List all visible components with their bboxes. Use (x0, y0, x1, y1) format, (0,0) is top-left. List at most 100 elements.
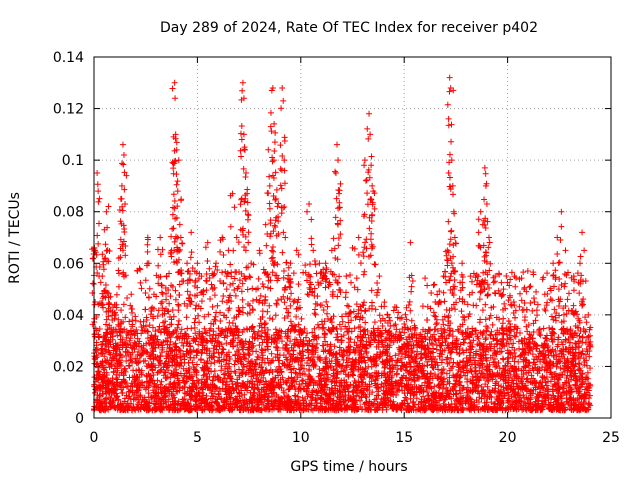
data-point (235, 398, 242, 405)
data-point (238, 403, 245, 410)
data-point (257, 364, 264, 371)
data-point (576, 361, 583, 368)
data-point (408, 317, 415, 324)
data-point (410, 391, 417, 398)
data-point (189, 406, 196, 413)
data-point (265, 397, 272, 404)
data-point (157, 367, 164, 374)
data-point (317, 400, 324, 407)
data-point (553, 380, 560, 387)
data-point (237, 339, 244, 346)
data-point (229, 330, 236, 337)
data-point (175, 321, 182, 328)
data-point (456, 359, 463, 366)
data-point (455, 328, 462, 335)
data-point (549, 346, 556, 353)
data-point (435, 337, 442, 344)
data-point (208, 354, 215, 361)
data-point (542, 354, 549, 361)
data-point (579, 378, 586, 385)
data-point (486, 368, 493, 375)
data-point (264, 355, 271, 362)
data-point (474, 333, 481, 340)
data-point (203, 271, 210, 278)
data-point (165, 396, 172, 403)
data-point (428, 355, 435, 362)
data-point (105, 347, 112, 354)
data-point (173, 334, 180, 341)
data-point (298, 355, 305, 362)
data-point (196, 390, 203, 397)
data-point (147, 377, 154, 384)
data-point (162, 392, 169, 399)
data-point (125, 388, 132, 395)
data-point (134, 374, 141, 381)
data-point (379, 322, 386, 329)
data-point (123, 352, 130, 359)
data-point (285, 272, 292, 279)
data-point (216, 354, 223, 361)
data-point (392, 362, 399, 369)
data-point (140, 345, 147, 352)
data-point (97, 387, 104, 394)
data-point (171, 406, 178, 413)
data-point (189, 388, 196, 395)
data-point (131, 405, 138, 412)
data-point (530, 271, 537, 278)
data-point (366, 391, 373, 398)
data-point (187, 354, 194, 361)
data-point (375, 325, 382, 332)
data-point (362, 331, 369, 338)
data-point (523, 385, 530, 392)
data-point (143, 372, 150, 379)
data-point (313, 388, 320, 395)
data-point (584, 369, 591, 376)
data-point (198, 380, 205, 387)
data-point (260, 402, 267, 409)
data-point (201, 313, 208, 320)
data-point (423, 405, 430, 412)
data-point (472, 361, 479, 368)
data-point (165, 367, 172, 374)
data-point (565, 364, 572, 371)
data-point (514, 383, 521, 390)
data-point (305, 349, 312, 356)
data-point (291, 383, 298, 390)
data-point (198, 400, 205, 407)
data-point (140, 404, 147, 411)
data-point (238, 369, 245, 376)
data-point (457, 401, 464, 408)
data-point (565, 378, 572, 385)
data-point (447, 286, 454, 293)
data-point (178, 363, 185, 370)
data-point (512, 283, 519, 290)
data-point (454, 370, 461, 377)
data-point (495, 359, 502, 366)
data-point (351, 361, 358, 368)
data-point (517, 290, 524, 297)
data-point (220, 279, 227, 286)
data-point (150, 372, 157, 379)
data-point (102, 348, 109, 355)
data-point (422, 275, 429, 282)
data-point (198, 407, 205, 414)
data-point (336, 349, 343, 356)
data-point (373, 355, 380, 362)
data-point (494, 369, 501, 376)
data-point (413, 331, 420, 338)
data-point (560, 330, 567, 337)
data-point (297, 350, 304, 357)
data-point (549, 374, 556, 381)
data-point (443, 279, 450, 286)
data-point (483, 374, 490, 381)
data-point (537, 407, 544, 414)
data-point (472, 364, 479, 371)
data-point (408, 330, 415, 337)
data-point (173, 344, 180, 351)
data-point (383, 399, 390, 406)
data-point (105, 406, 112, 413)
data-point (108, 359, 115, 366)
data-point (229, 280, 236, 287)
data-point (313, 403, 320, 410)
data-point (250, 342, 257, 349)
